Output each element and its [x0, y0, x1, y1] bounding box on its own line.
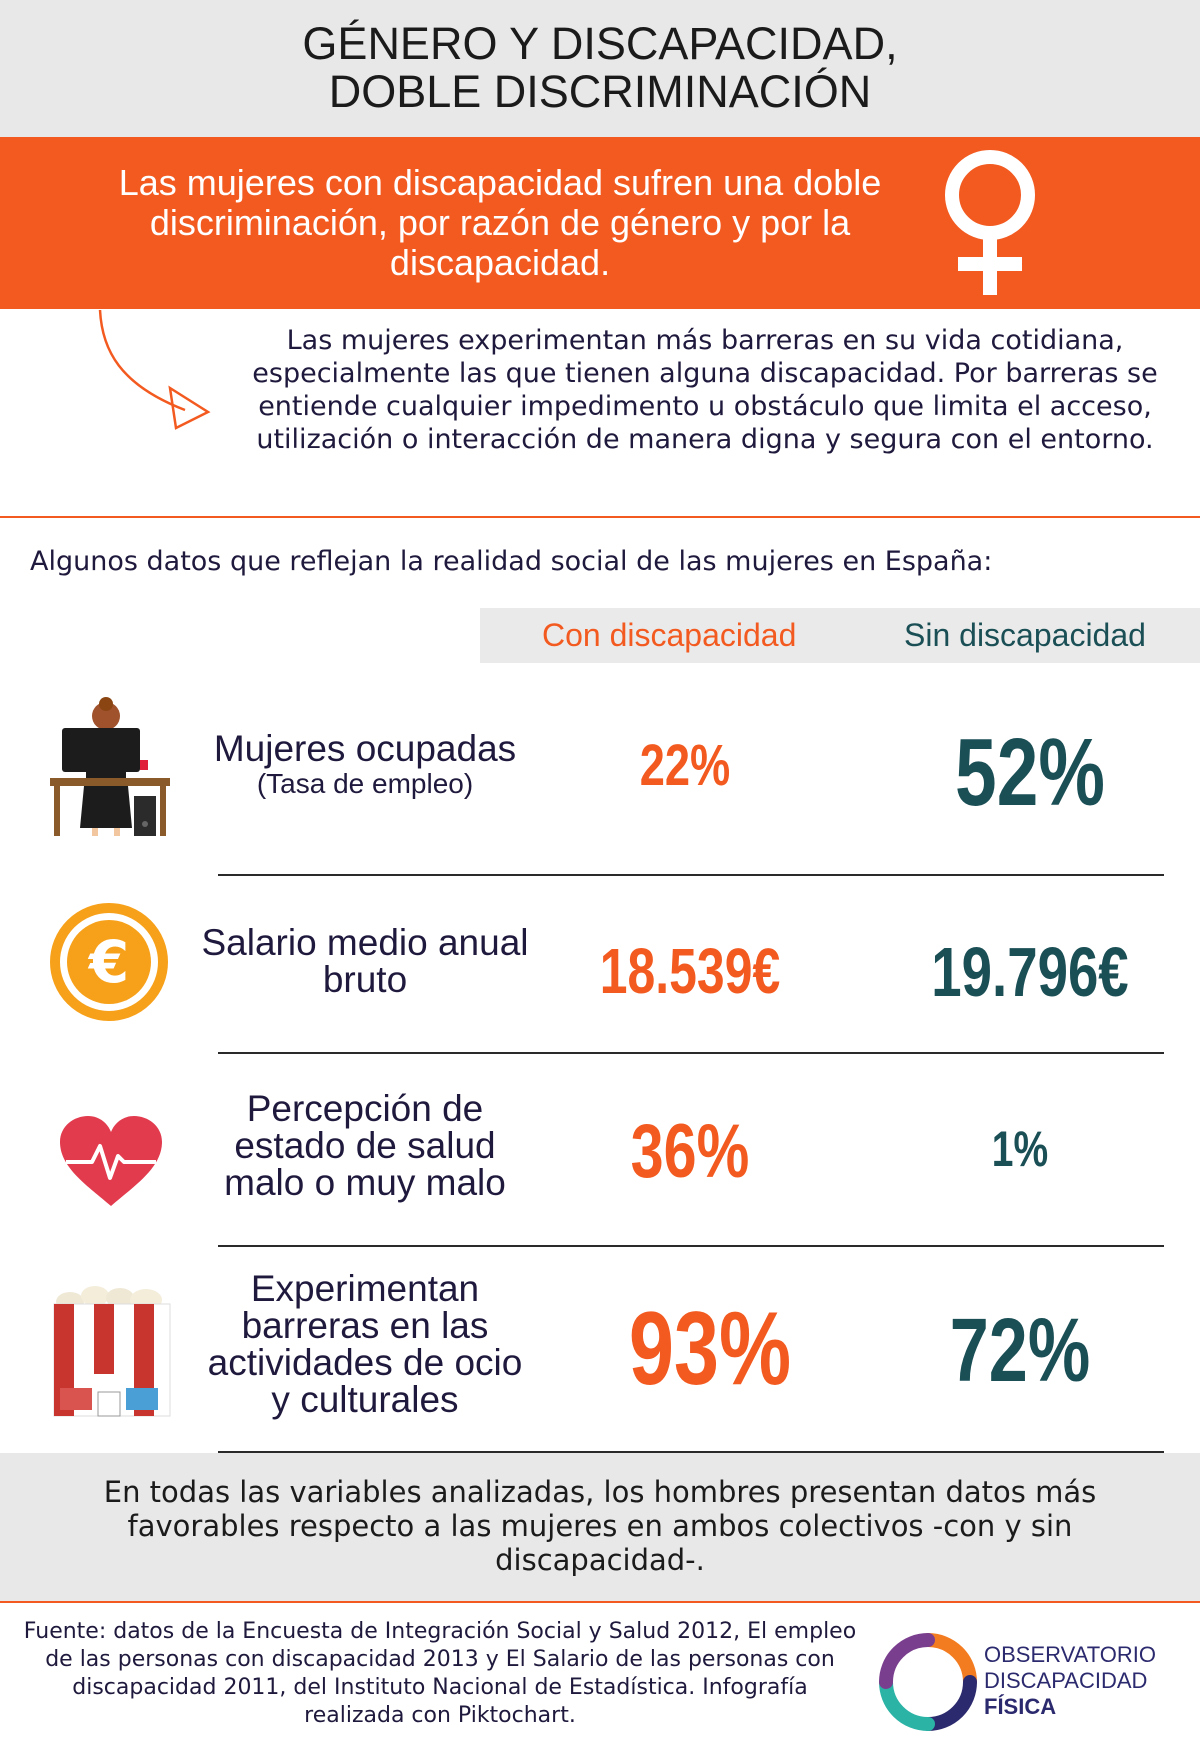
value-sin: 19.796€ — [931, 933, 1129, 1011]
value-sin: 52% — [955, 719, 1105, 826]
row-divider — [218, 1245, 1164, 1247]
logo-line-3: FÍSICA — [984, 1694, 1057, 1719]
row-label: Salario medio anual bruto — [201, 922, 529, 1000]
header: GÉNERO Y DISCAPACIDAD, DOBLE DISCRIMINAC… — [0, 0, 1200, 137]
venus-symbol-icon — [945, 150, 1035, 295]
office-worker-icon — [50, 697, 170, 836]
title-line-1: GÉNERO Y DISCAPACIDAD, — [302, 18, 898, 69]
conclusion-text: En todas las variables analizadas, los h… — [103, 1475, 1097, 1577]
source-note: Fuente: datos de la Encuesta de Integrac… — [23, 1619, 857, 1728]
row-label: Experimentan barreras en las actividades… — [207, 1268, 523, 1420]
divider — [0, 1601, 1200, 1603]
column-con-discapacidad: Con discapacidad — [542, 617, 797, 653]
conclusion-band: En todas las variables analizadas, los h… — [0, 1453, 1200, 1601]
row-label: Percepción de estado de salud malo o muy… — [224, 1088, 506, 1203]
row-label: Mujeres ocupadas (Tasa de empleo) — [200, 730, 530, 801]
svg-text:€: € — [87, 928, 129, 996]
heart-pulse-icon — [60, 1116, 162, 1206]
value-con: 18.539€ — [599, 935, 781, 1007]
row-divider — [218, 1052, 1164, 1054]
value-sin: 1% — [991, 1121, 1049, 1177]
popcorn-icon — [53, 1286, 171, 1417]
row-label-text: Mujeres ocupadas — [213, 728, 517, 769]
title-line-2: DOBLE DISCRIMINACIÓN — [328, 66, 872, 117]
row-divider — [218, 1451, 1164, 1453]
divider — [0, 516, 1200, 518]
intro-paragraph: Las mujeres experimentan más barreras en… — [252, 325, 1158, 455]
row-divider — [218, 874, 1164, 876]
observatorio-logo-icon — [879, 1633, 977, 1731]
page-title: GÉNERO Y DISCAPACIDAD, DOBLE DISCRIMINAC… — [0, 20, 1200, 116]
value-sin: 72% — [949, 1301, 1091, 1401]
curved-arrow-icon — [98, 309, 211, 430]
headline-text: Las mujeres con discapacidad sufren una … — [118, 162, 882, 283]
logo-line-1: OBSERVATORIO — [984, 1642, 1156, 1667]
observatorio-logo-text: OBSERVATORIO DISCAPACIDAD FÍSICA — [984, 1642, 1156, 1720]
value-con: 93% — [628, 1291, 792, 1407]
value-con: 36% — [630, 1109, 750, 1194]
value-con: 22% — [639, 733, 731, 798]
row-sublabel: (Tasa de empleo) — [256, 768, 474, 799]
euro-coin-icon: € — [50, 903, 168, 1021]
lead-text: Algunos datos que reflejan la realidad s… — [30, 546, 993, 577]
column-header: Con discapacidad Sin discapacidad — [480, 608, 1200, 663]
column-sin-discapacidad: Sin discapacidad — [904, 617, 1146, 653]
logo-line-2: DISCAPACIDAD — [984, 1668, 1148, 1693]
headline-band: Las mujeres con discapacidad sufren una … — [0, 137, 1200, 309]
